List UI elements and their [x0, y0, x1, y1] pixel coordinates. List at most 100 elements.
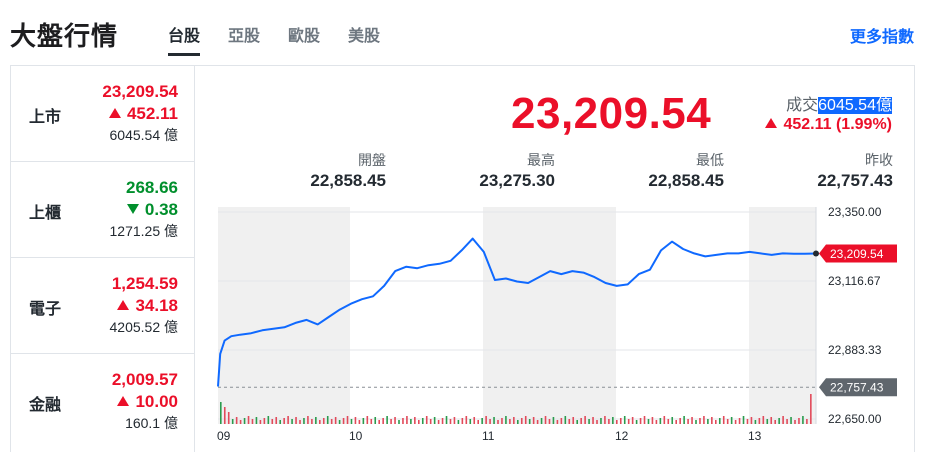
volume-bar	[461, 418, 464, 424]
market-name: 上市	[29, 109, 62, 126]
volume-bar	[433, 417, 436, 424]
volume-bar	[509, 419, 511, 424]
stat-value: 22,858.45	[310, 171, 386, 190]
volume-bar	[350, 419, 353, 424]
hour-band	[218, 207, 350, 424]
volume-bar	[722, 416, 725, 424]
volume-bar	[647, 419, 650, 424]
volume-bar	[580, 418, 582, 424]
market-volume: 6045.54 億	[109, 127, 179, 143]
volume-bar	[544, 416, 547, 424]
stat-open: 開盤 22,858.45	[266, 150, 386, 192]
volume-bar	[798, 418, 800, 424]
volume-bar	[635, 420, 638, 424]
volume-bar	[338, 420, 341, 424]
volume-bar	[485, 416, 487, 424]
volume-bar	[528, 419, 531, 424]
volume-bar	[473, 417, 476, 424]
volume-bar	[291, 419, 293, 424]
up-arrow-icon	[117, 300, 130, 310]
market-volume: 160.1 億	[125, 415, 178, 431]
volume-bar	[418, 420, 420, 424]
intraday-chart[interactable]: 23,350.00 23,116.67 22,883.33 22,650.00 23,2…	[11, 66, 916, 452]
tab-us[interactable]: 美股	[348, 28, 381, 45]
stat-high: 最高 23,275.30	[435, 150, 555, 192]
volume-bar	[810, 394, 812, 424]
up-arrow-icon	[765, 118, 778, 128]
volume-bar	[382, 418, 384, 424]
volume-bar	[604, 416, 606, 424]
volume-bar	[497, 420, 499, 424]
market-item-electronics[interactable]: 電子 1,254.59 34.18 4205.52 億	[11, 258, 194, 354]
volume-bar	[243, 418, 246, 424]
volume-bar	[782, 416, 784, 424]
market-item-otc[interactable]: 上櫃 268.66 0.38 1271.25 億	[11, 162, 194, 258]
volume-bar	[667, 419, 670, 424]
tab-europe[interactable]: 歐股	[288, 28, 321, 45]
market-volume: 4205.52 億	[109, 319, 179, 335]
volume-bar	[275, 417, 278, 424]
market-panel: 上市 23,209.54 452.11 6045.54 億 上櫃 268.66 …	[10, 65, 915, 452]
price-line	[217, 237, 817, 387]
volume-bar	[612, 417, 614, 424]
volume-bar	[414, 417, 416, 424]
market-change: 34.18	[135, 296, 178, 315]
stat-value: 22,757.43	[817, 171, 893, 190]
volume-bar	[394, 417, 396, 424]
volume-bar	[263, 418, 266, 424]
tab-taiwan[interactable]: 台股	[168, 22, 201, 56]
volume-bar	[287, 416, 289, 424]
volume-bar	[600, 418, 602, 424]
volume-bar	[374, 417, 377, 424]
volume-bar	[227, 412, 230, 424]
volume-bar	[477, 420, 479, 424]
up-arrow-icon	[117, 396, 130, 406]
volume-bar	[683, 416, 685, 424]
volume-bar	[220, 402, 222, 424]
market-name: 上櫃	[29, 205, 62, 222]
x-tick-label: 12	[615, 429, 629, 443]
volume-bar	[584, 416, 586, 424]
tab-asia[interactable]: 亞股	[228, 28, 261, 45]
volume-bar	[715, 420, 717, 424]
market-item-listed[interactable]: 上市 23,209.54 452.11 6045.54 億	[11, 66, 194, 162]
volume-value: 6045.54	[818, 97, 876, 114]
y-tick-label: 22,650.00	[828, 412, 882, 426]
volume-bar	[255, 417, 258, 424]
volume-bar	[802, 416, 804, 424]
volume-bar	[421, 418, 424, 424]
volume-bar	[524, 416, 527, 424]
market-item-finance[interactable]: 金融 2,009.57 10.00 160.1 億	[11, 354, 194, 452]
stat-label: 最低	[696, 152, 724, 168]
market-price: 1,254.59	[111, 274, 178, 293]
volume-bar	[671, 417, 674, 424]
volume-bar	[342, 418, 345, 424]
volume-bar	[699, 418, 701, 424]
volume-bar	[235, 417, 238, 424]
volume-bar	[572, 417, 575, 424]
page-title: 大盤行情	[10, 21, 119, 51]
volume-bar	[505, 416, 507, 424]
volume-bar	[536, 420, 539, 424]
market-name: 電子	[29, 301, 62, 318]
volume-bar	[766, 419, 769, 424]
volume-bar	[520, 418, 523, 424]
y-tick-label: 23,350.00	[828, 205, 882, 219]
volume-bar	[469, 419, 472, 424]
volume-bar	[299, 420, 301, 424]
volume-bar	[271, 419, 274, 424]
volume-bar	[501, 418, 503, 424]
volume-bar	[532, 417, 535, 424]
volume-bar	[794, 420, 796, 424]
more-indices-link[interactable]: 更多指數	[849, 29, 914, 46]
volume-bar	[247, 416, 250, 424]
volume-bar	[556, 420, 559, 424]
volume-bar	[223, 407, 226, 424]
volume-bar	[311, 419, 313, 424]
hour-band	[616, 207, 749, 424]
trade-volume: 成交6045.54億	[786, 91, 892, 115]
x-tick-label: 11	[482, 429, 495, 443]
volume-bar	[402, 418, 404, 424]
market-list: 上市 23,209.54 452.11 6045.54 億 上櫃 268.66 …	[11, 66, 195, 452]
volume-bar	[703, 416, 705, 424]
